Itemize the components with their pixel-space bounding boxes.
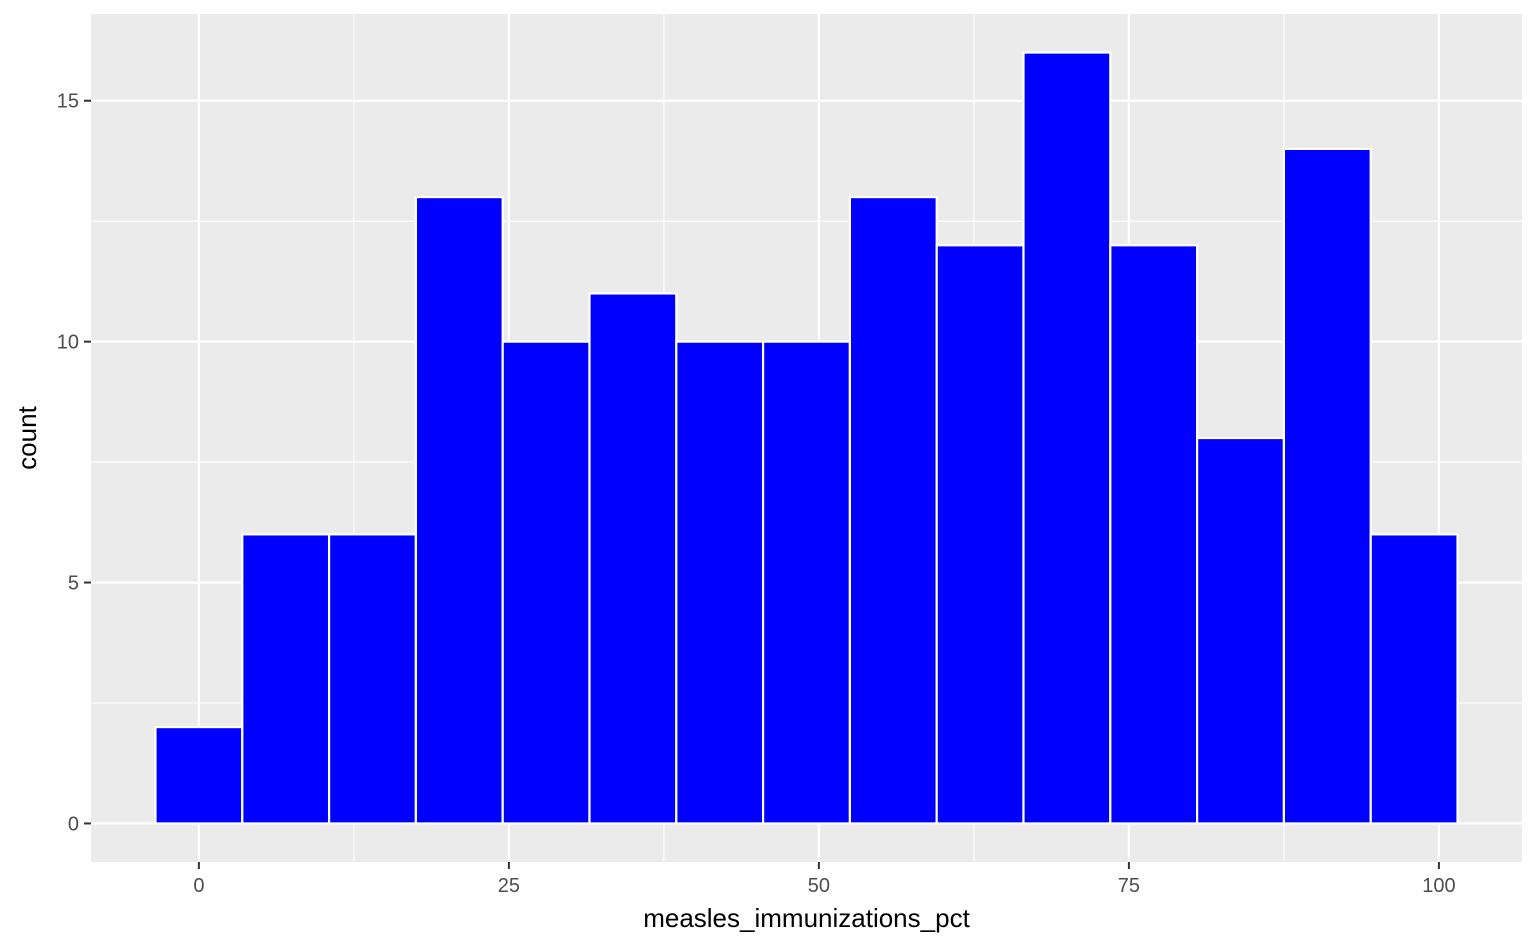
bars [154, 51, 1459, 825]
histogram-bar [1022, 51, 1112, 825]
histogram-bar [327, 533, 417, 825]
histogram-bar [414, 195, 504, 825]
y-tick-label: 10 [57, 332, 79, 354]
histogram-bar [675, 340, 765, 825]
histogram-bar [1282, 147, 1372, 825]
y-tick-label: 0 [68, 813, 79, 835]
histogram-bar [761, 340, 852, 825]
y-axis: 0 5 10 15 [57, 91, 91, 835]
histogram-bar [588, 292, 678, 825]
x-tick-label: 100 [1422, 875, 1455, 897]
x-tick-label: 50 [808, 875, 830, 897]
x-tick-label: 75 [1118, 875, 1140, 897]
y-tick-label: 5 [68, 573, 79, 595]
x-axis: 0 25 50 75 100 [193, 862, 1456, 897]
x-axis-title: measles_immunizations_pct [643, 903, 970, 933]
histogram-bar [1369, 533, 1459, 825]
histogram-bar [241, 533, 331, 825]
histogram-bar [501, 340, 591, 825]
histogram-bar [935, 244, 1025, 825]
x-tick-label: 0 [193, 875, 204, 897]
y-tick-label: 15 [57, 91, 79, 113]
x-tick-label: 25 [498, 875, 520, 897]
histogram-bar [154, 725, 244, 825]
histogram-bar [1109, 244, 1199, 825]
histogram-bar [1196, 436, 1286, 825]
histogram-bar [848, 195, 938, 825]
y-axis-title: count [12, 405, 42, 469]
